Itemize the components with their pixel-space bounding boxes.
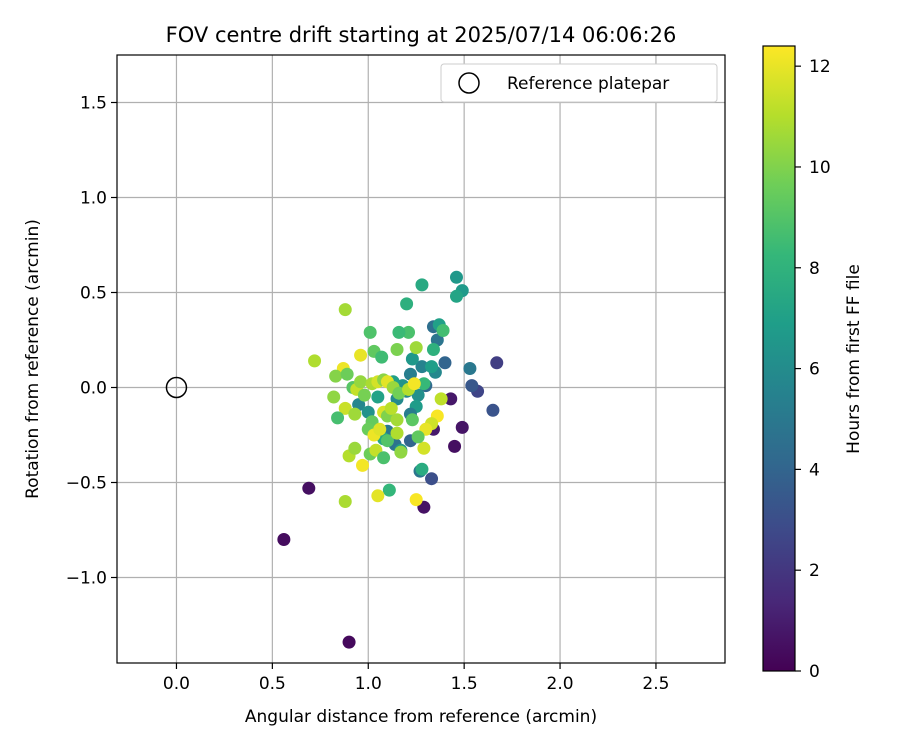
colorbar-tick-label: 2	[809, 561, 820, 581]
colorbar-tick-label: 0	[809, 662, 820, 682]
reference-point	[165, 376, 188, 399]
data-point	[380, 434, 394, 448]
colorbar-tick-label: 4	[809, 460, 820, 480]
data-point	[327, 390, 341, 404]
data-point	[331, 411, 345, 425]
y-tick-label: −1.0	[66, 569, 107, 589]
data-point	[417, 377, 431, 391]
y-axis-ticks: −1.0 −0.5 0.0 0.5 1.0 1.5	[66, 94, 117, 589]
data-point	[384, 401, 398, 415]
legend-label-reference: Reference platepar	[507, 74, 669, 94]
y-tick-label: −0.5	[66, 474, 107, 494]
data-point	[415, 462, 429, 476]
data-point	[338, 303, 352, 317]
data-point	[417, 441, 431, 455]
data-point	[348, 441, 362, 455]
data-point	[411, 388, 425, 402]
data-point	[375, 350, 389, 364]
data-point	[407, 377, 421, 391]
colorbar-tick-label: 8	[809, 259, 820, 279]
reference-marker	[165, 376, 188, 399]
data-point	[415, 360, 429, 374]
data-point	[371, 489, 385, 503]
data-point	[277, 533, 291, 546]
data-point	[436, 324, 450, 337]
data-point	[354, 375, 368, 389]
colorbar-label: Hours from first FF file	[844, 264, 864, 454]
data-point	[348, 407, 362, 421]
colorbar-tick-label: 6	[809, 360, 820, 380]
data-point	[465, 379, 479, 393]
y-tick-label: 0.0	[80, 379, 107, 399]
plot-frame	[116, 54, 726, 664]
data-point	[444, 392, 458, 406]
data-point	[449, 289, 463, 303]
y-tick-label: 1.0	[80, 189, 107, 209]
colorbar-frame	[762, 45, 796, 672]
data-point	[390, 413, 404, 427]
colorbar-gradient	[763, 46, 795, 671]
data-point	[363, 325, 377, 339]
x-tick-label: 2.5	[642, 674, 669, 694]
y-axis-label: Rotation from reference (arcmin)	[23, 219, 43, 499]
data-point	[415, 278, 429, 292]
data-point	[340, 367, 354, 381]
x-tick-label: 1.0	[355, 674, 382, 694]
data-point	[382, 483, 396, 497]
x-tick-label: 0.5	[259, 674, 286, 694]
data-point	[425, 472, 439, 486]
colorbar: 0 2 4 6 8 10 12 Hours from first FF file	[762, 45, 864, 682]
data-point	[338, 401, 352, 415]
data-point	[463, 362, 477, 375]
data-point	[405, 413, 419, 427]
data-point	[434, 392, 448, 406]
data-point	[409, 493, 423, 507]
legend-box	[440, 63, 718, 103]
data-point	[390, 343, 404, 356]
legend-marker-reference	[458, 72, 480, 94]
legend: Reference platepar	[440, 63, 718, 103]
data-point	[400, 297, 414, 311]
data-point	[302, 481, 316, 495]
data-point	[308, 354, 322, 368]
data-point	[371, 390, 385, 404]
data-point	[373, 422, 387, 436]
data-point	[426, 343, 440, 356]
data-point	[377, 451, 391, 465]
data-point	[448, 439, 462, 453]
data-point	[354, 348, 368, 362]
colorbar-ticks: 0 2 4 6 8 10 12	[795, 57, 831, 682]
x-tick-label: 1.5	[451, 674, 478, 694]
colorbar-tick-label: 10	[809, 158, 831, 178]
data-point	[357, 388, 371, 402]
colorbar-tick-label: 12	[809, 57, 831, 77]
data-point	[329, 369, 343, 383]
y-tick-label: 1.5	[80, 94, 107, 114]
data-point	[392, 325, 406, 339]
data-point	[438, 356, 452, 370]
x-tick-label: 0.0	[163, 674, 190, 694]
data-point	[356, 458, 370, 472]
chart-title: FOV centre drift starting at 2025/07/14 …	[166, 23, 677, 47]
grid-lines	[117, 55, 725, 663]
data-point	[338, 495, 352, 508]
data-point	[486, 403, 500, 417]
data-point	[425, 360, 439, 374]
data-point	[390, 426, 404, 440]
data-point	[409, 341, 423, 355]
data-point	[402, 325, 416, 339]
data-point	[394, 445, 408, 459]
data-point	[342, 635, 356, 649]
data-point	[490, 356, 504, 370]
data-point	[449, 270, 463, 284]
x-axis-label: Angular distance from reference (arcmin)	[245, 707, 597, 727]
data-points	[277, 270, 504, 649]
x-tick-label: 2.0	[547, 674, 574, 694]
data-point	[405, 352, 419, 366]
y-tick-label: 0.5	[80, 284, 107, 304]
data-point	[411, 430, 425, 444]
x-axis-ticks: 0.0 0.5 1.0 1.5 2.0 2.5	[163, 663, 669, 694]
data-point	[455, 420, 469, 434]
